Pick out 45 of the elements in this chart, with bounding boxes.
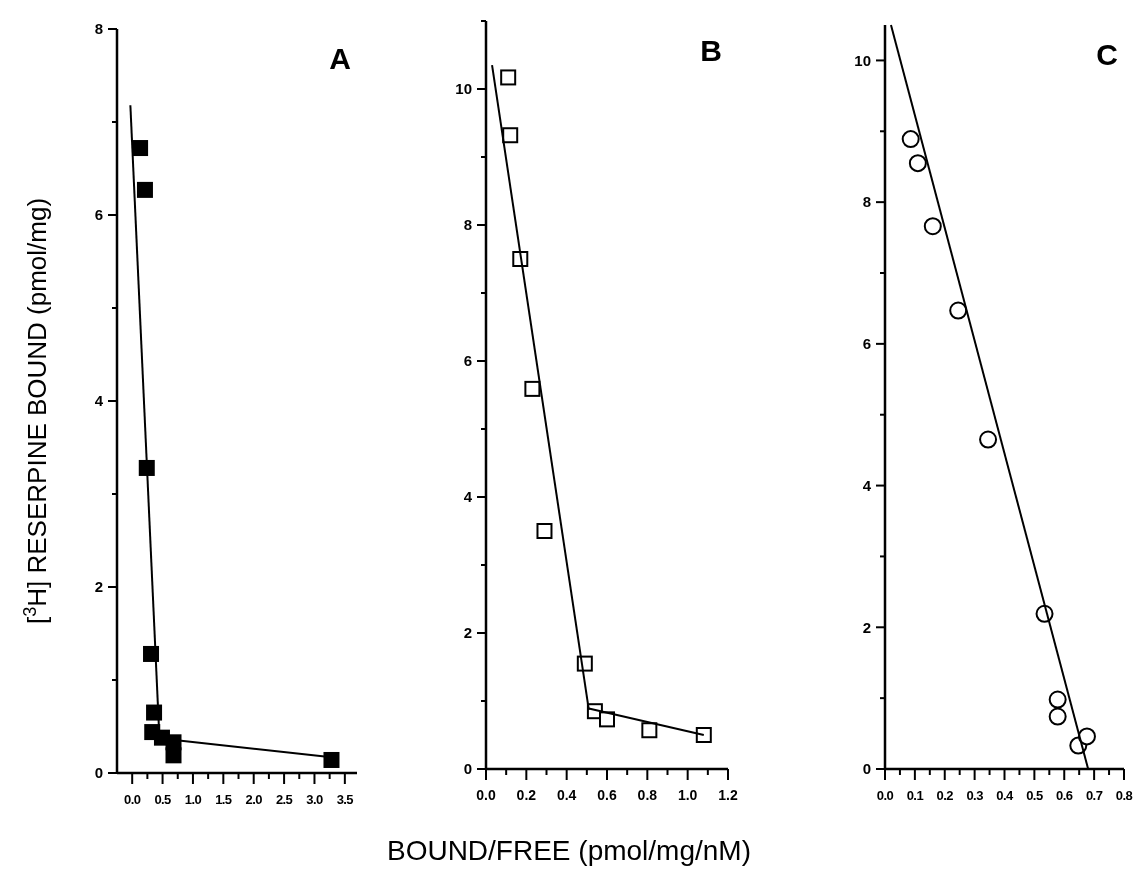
y-tick-label: 6 bbox=[862, 335, 871, 353]
x-tick-label: 2.5 bbox=[275, 792, 293, 807]
x-tick-label: 0.2 bbox=[516, 787, 537, 803]
y-tick-label: 0 bbox=[862, 760, 871, 778]
x-tick-label: 2.0 bbox=[245, 792, 263, 807]
x-tick-label: 0.2 bbox=[936, 788, 954, 803]
y-tick-label: 6 bbox=[94, 206, 103, 224]
x-tick-label: 1.0 bbox=[184, 792, 202, 807]
x-tick-label: 1.2 bbox=[718, 787, 738, 803]
x-tick-label: 3.5 bbox=[336, 792, 354, 807]
y-tick-label: 2 bbox=[862, 618, 871, 636]
x-tick-label: 0.0 bbox=[876, 788, 894, 803]
x-tick-label: 1.0 bbox=[677, 787, 698, 803]
x-tick-label: 0.5 bbox=[1026, 788, 1043, 803]
x-tick-label: 0.8 bbox=[637, 787, 658, 803]
x-tick-label: 3.0 bbox=[306, 792, 323, 807]
y-tick-label: 2 bbox=[94, 578, 103, 596]
chart-title: C bbox=[1096, 38, 1118, 71]
x-tick-label: 0.0 bbox=[476, 787, 496, 803]
x-tick-label: 0.1 bbox=[906, 788, 924, 803]
y-tick-label: 10 bbox=[854, 51, 871, 69]
x-tick-label: 1.5 bbox=[215, 792, 232, 807]
x-tick-label: 0.6 bbox=[1056, 788, 1073, 803]
chart-title: A bbox=[329, 42, 351, 75]
x-tick-label: 0.8 bbox=[1115, 788, 1133, 803]
x-tick-label: 0.7 bbox=[1085, 788, 1103, 803]
x-tick-label: 0.6 bbox=[597, 787, 617, 803]
x-tick-label: 0.0 bbox=[124, 792, 141, 807]
x-tick-label: 0.4 bbox=[556, 787, 577, 803]
y-tick-label: 2 bbox=[463, 624, 472, 642]
y-tick-label: 0 bbox=[94, 764, 103, 782]
y-tick-label: 4 bbox=[94, 392, 104, 410]
y-tick-label: 10 bbox=[455, 80, 472, 98]
y-tick-label: 4 bbox=[862, 476, 872, 494]
y-tick-label: 0 bbox=[463, 760, 472, 778]
y-tick-label: 8 bbox=[862, 193, 871, 211]
x-tick-label: 0.4 bbox=[996, 788, 1014, 803]
chart-title: B bbox=[700, 34, 722, 67]
x-axis-title: BOUND/FREE (pmol/mg/nM) bbox=[386, 835, 752, 866]
x-tick-label: 0.3 bbox=[966, 788, 984, 803]
y-tick-label: 6 bbox=[463, 352, 472, 370]
y-tick-label: 4 bbox=[463, 488, 473, 506]
x-tick-label: 0.5 bbox=[154, 792, 172, 807]
y-tick-label: 8 bbox=[94, 20, 103, 38]
y-tick-label: 8 bbox=[463, 216, 472, 234]
